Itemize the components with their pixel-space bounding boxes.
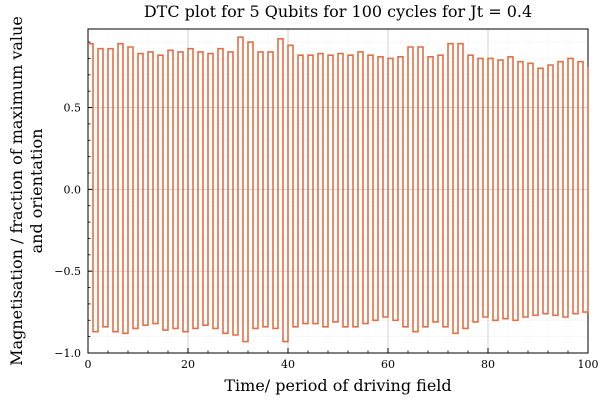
x-tick-labels: 0 20 40 60 80 100 (85, 358, 599, 371)
chart-title: DTC plot for 5 Qubits for 100 cycles for… (144, 2, 532, 21)
y-axis-label-line-2: and orientation (27, 129, 46, 254)
series-line-0 (88, 36, 589, 343)
x-tick-label: 100 (578, 358, 599, 371)
y-tick-label: −1.0 (54, 347, 81, 360)
axis-ticks (87, 41, 589, 354)
y-tick-labels: −1.0 −0.5 0.0 0.5 (54, 102, 81, 360)
y-tick-label: 0.5 (64, 102, 82, 115)
x-tick-label: 40 (281, 358, 295, 371)
y-tick-label: 0.0 (64, 183, 82, 196)
y-axis-label-line-1: Magnetisation / fraction of maximum valu… (7, 16, 26, 366)
x-tick-label: 0 (85, 358, 92, 371)
y-tick-label: −0.5 (54, 265, 81, 278)
x-tick-label: 80 (481, 358, 495, 371)
x-axis-label: Time/ period of driving field (224, 376, 451, 395)
x-tick-label: 60 (381, 358, 395, 371)
x-tick-label: 20 (181, 358, 195, 371)
series-layer (88, 36, 589, 343)
y-axis-label: Magnetisation / fraction of maximum valu… (7, 16, 46, 366)
